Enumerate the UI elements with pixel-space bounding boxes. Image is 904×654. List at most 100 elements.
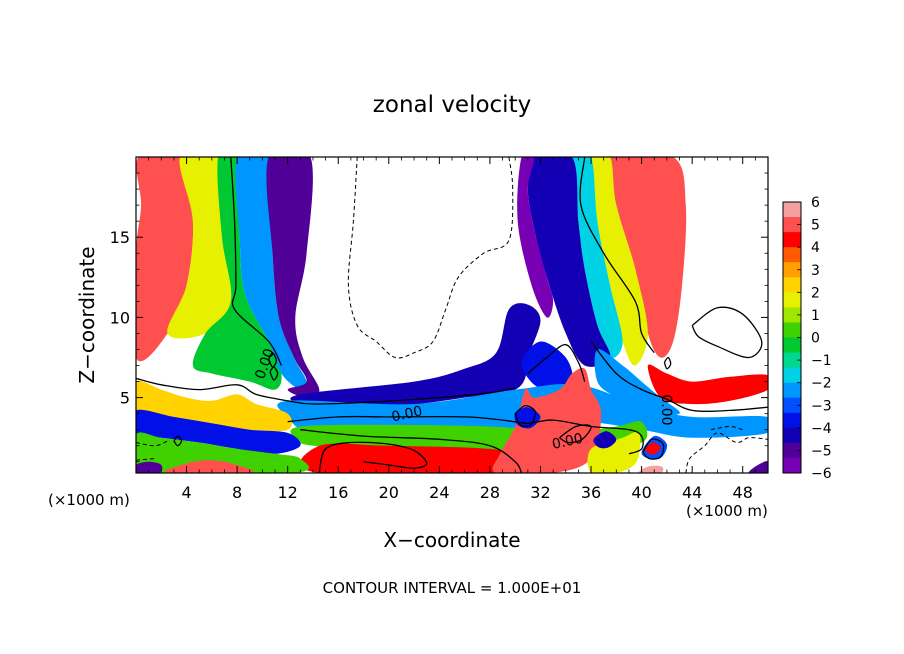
velocity-field-8 xyxy=(571,157,623,359)
x-tick-label-7: 32 xyxy=(530,483,550,502)
colorbar-swatch-15 xyxy=(783,427,801,444)
colorbar-swatch-17 xyxy=(783,457,801,474)
x-axis-ticks: 4 8 12 16 20 24 28 32 36 40 44 48 xyxy=(148,157,756,502)
y-axis-label: Z−coordinate xyxy=(75,246,99,383)
colorbar-swatch-0 xyxy=(783,202,801,218)
y-tick-label-1: 10 xyxy=(110,308,130,327)
velocity-field-15 xyxy=(300,443,555,473)
colorbar-swatch-14 xyxy=(783,412,801,429)
velocity-field-3 xyxy=(235,157,307,390)
velocity-field-11 xyxy=(521,341,573,390)
colorbar-swatch-16 xyxy=(783,442,801,459)
contour-solid-8 xyxy=(268,352,277,368)
contour-lines xyxy=(136,157,768,473)
contour-label-0: 0.00 xyxy=(390,403,424,425)
y-axis-ticks: 5 10 15 xyxy=(110,172,768,463)
colorbar-swatch-4 xyxy=(783,262,801,278)
contour-dashed-1 xyxy=(136,440,168,447)
x-axis-label: X−coordinate xyxy=(383,528,520,552)
colorbar-swatch-8 xyxy=(783,322,801,338)
colorbar-swatch-3 xyxy=(783,247,801,263)
colorbar-label-12: −6 xyxy=(811,466,832,482)
velocity-field-18 xyxy=(647,364,768,405)
x-tick-label-9: 40 xyxy=(631,483,651,502)
velocity-field-17 xyxy=(587,431,641,473)
contour-solid-7 xyxy=(691,306,763,359)
velocity-field-19 xyxy=(136,380,293,432)
velocity-field-22 xyxy=(165,460,254,473)
velocity-field-20 xyxy=(136,409,301,454)
velocity-field-24 xyxy=(748,461,768,473)
colorbar-swatch-12 xyxy=(783,382,801,399)
colorbar-swatch-11 xyxy=(783,367,801,384)
velocity-field-9 xyxy=(527,157,611,367)
colorbar-label-9: −3 xyxy=(811,398,832,414)
chart-title: zonal velocity xyxy=(373,92,531,118)
colorbar-swatch-7 xyxy=(783,307,801,323)
contour-solid-10 xyxy=(663,356,672,370)
velocity-field-23 xyxy=(136,461,163,473)
velocity-field-29 xyxy=(638,465,664,473)
velocity-field-12 xyxy=(594,349,680,416)
colorbar-label-1: 5 xyxy=(811,218,820,234)
x-unit-right: (×1000 m) xyxy=(686,502,768,520)
x-tick-label-10: 44 xyxy=(682,483,702,502)
contour-solid-2 xyxy=(287,415,644,455)
contour-solid-1 xyxy=(230,157,282,366)
plot-area: 0.000.000.000.00 xyxy=(136,157,768,473)
contour-solid-3 xyxy=(579,157,655,354)
contour-solid-4 xyxy=(590,341,768,413)
contour-dashed-3 xyxy=(685,432,768,473)
x-tick-label-5: 24 xyxy=(429,483,449,502)
contour-solid-12 xyxy=(559,424,592,444)
velocity-field-2 xyxy=(192,157,282,390)
velocity-field-28 xyxy=(645,442,661,455)
contour-dashed-4 xyxy=(711,425,743,431)
y-tick-label-2: 15 xyxy=(110,228,130,247)
colorbar-swatch-2 xyxy=(783,232,801,248)
contour-solid-5 xyxy=(527,344,586,382)
x-tick-label-3: 16 xyxy=(328,483,348,502)
colorbar-swatch-13 xyxy=(783,397,801,414)
velocity-field-10 xyxy=(517,157,554,318)
contour-dashed-0 xyxy=(347,157,514,359)
contour-solid-0 xyxy=(136,377,516,405)
x-tick-label-2: 12 xyxy=(278,483,298,502)
x-tick-label-11: 48 xyxy=(733,483,753,502)
velocity-field-1 xyxy=(167,157,232,339)
x-tick-label-4: 20 xyxy=(379,483,399,502)
colorbar-label-3: 3 xyxy=(811,263,820,279)
colorbar-swatch-5 xyxy=(783,277,801,293)
velocity-field-5 xyxy=(290,303,541,407)
contour-solid-15 xyxy=(318,441,428,473)
velocity-field-4 xyxy=(266,157,320,398)
contour-solid-11 xyxy=(514,404,537,428)
colorbar-label-2: 4 xyxy=(811,240,820,256)
colorbar-swatch-1 xyxy=(783,217,801,233)
velocity-fields xyxy=(136,157,768,473)
colorbar-label-11: −5 xyxy=(811,443,832,459)
x-tick-label-6: 28 xyxy=(480,483,500,502)
contour-solid-9 xyxy=(269,366,279,381)
contour-solid-13 xyxy=(642,438,665,460)
contour-interval-footer: CONTOUR INTERVAL = 1.000E+01 xyxy=(323,579,582,597)
colorbar-label-0: 6 xyxy=(811,195,820,211)
contour-solid-6 xyxy=(300,429,523,473)
velocity-field-26 xyxy=(593,431,617,449)
colorbar-swatch-9 xyxy=(783,337,801,354)
colorbar-swatch-6 xyxy=(783,292,801,308)
contour-label-2: 0.00 xyxy=(658,394,674,425)
velocity-field-21 xyxy=(136,432,309,473)
x-unit-left: (×1000 m) xyxy=(48,491,130,509)
x-tick-label-1: 8 xyxy=(232,483,242,502)
colorbar: 6 5 4 3 2 1 0 −1 −2 −3 −4 −5 −6 xyxy=(782,195,832,482)
contour-solid-14 xyxy=(173,435,183,447)
y-tick-label-0: 5 xyxy=(120,389,130,408)
x-tick-label-8: 36 xyxy=(581,483,601,502)
contour-dashed-2 xyxy=(136,458,156,461)
velocity-field-7 xyxy=(590,157,648,366)
colorbar-label-7: −1 xyxy=(811,353,832,369)
velocity-field-6 xyxy=(606,157,687,358)
contour-label-1: 0.00 xyxy=(551,431,585,453)
